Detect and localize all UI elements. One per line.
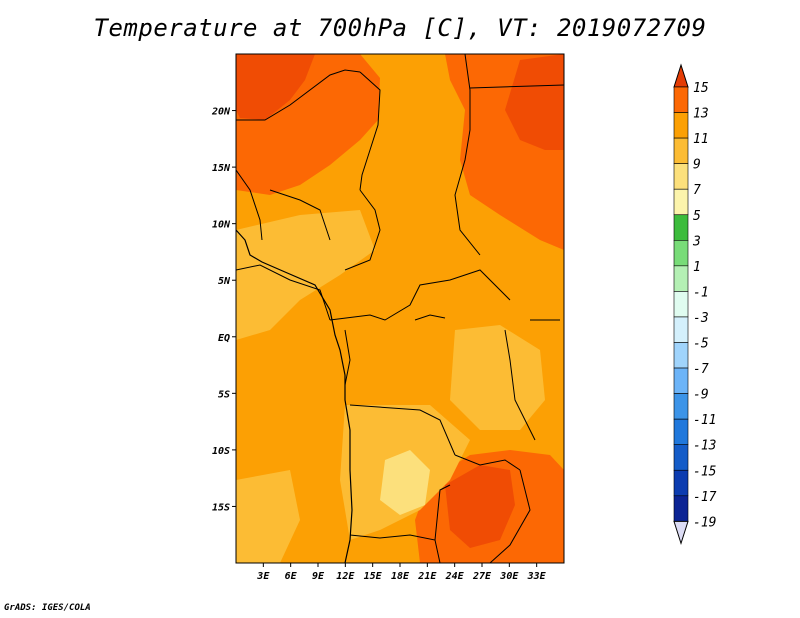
colorbar-label: 3 bbox=[692, 234, 701, 249]
temperature-field bbox=[236, 54, 564, 563]
colorbar-label: -15 bbox=[693, 464, 717, 479]
lon-tick-label: 6E bbox=[285, 571, 298, 582]
colorbar-label: -7 bbox=[693, 362, 709, 377]
colorbar-label: 7 bbox=[693, 183, 701, 198]
axis-ticks: 3E 6E 9E 12E 15E 18E 21E 24E 27E 30E 33E 20N 15N 10N 5… bbox=[211, 107, 547, 582]
field-7c-west bbox=[236, 210, 375, 340]
colorbar-label: 5 bbox=[693, 209, 701, 224]
colorbar-swatch bbox=[673, 444, 689, 471]
field-7c-east bbox=[450, 325, 545, 430]
lon-tick-label: 33E bbox=[527, 571, 547, 582]
colorbar-swatch bbox=[673, 86, 689, 113]
lon-tick-label: 24E bbox=[445, 571, 465, 582]
colorbar-label: 15 bbox=[693, 81, 709, 96]
colorbar-swatch bbox=[673, 367, 689, 394]
colorbar-label: -13 bbox=[693, 439, 716, 454]
colorbar-swatch bbox=[673, 163, 689, 190]
colorbar-swatch bbox=[673, 495, 689, 522]
colorbar-swatch bbox=[673, 469, 689, 497]
lat-tick-label: 15N bbox=[212, 163, 231, 174]
lat-tick-label: 10S bbox=[212, 446, 230, 457]
colorbar-swatch bbox=[673, 112, 689, 139]
colorbar-label: -11 bbox=[693, 413, 716, 428]
colorbar-label: 11 bbox=[693, 132, 709, 147]
country-borders bbox=[236, 54, 564, 563]
colorbar-top-arrow bbox=[673, 63, 689, 88]
colorbar-swatch bbox=[673, 240, 689, 267]
lon-tick-label: 12E bbox=[336, 571, 355, 582]
colorbar-swatch bbox=[673, 418, 689, 445]
colorbar-swatch bbox=[673, 137, 689, 164]
colorbar-swatch bbox=[673, 342, 689, 369]
field-13c-northeast bbox=[505, 54, 564, 150]
colorbar-label: 13 bbox=[693, 107, 709, 122]
colorbar-swatch bbox=[673, 265, 689, 292]
colorbar-label: -3 bbox=[693, 311, 709, 326]
colorbar-label: -9 bbox=[693, 388, 709, 403]
lon-tick-label: 21E bbox=[417, 571, 437, 582]
field-13c-south bbox=[445, 465, 515, 548]
coastline bbox=[236, 229, 353, 563]
colorbar-label: -19 bbox=[693, 515, 716, 530]
credit-text: GrADS: IGES/COLA bbox=[4, 603, 91, 613]
colorbar-swatch bbox=[673, 214, 689, 241]
lon-tick-label: 30E bbox=[499, 571, 519, 582]
lon-tick-label: 18E bbox=[391, 571, 410, 582]
field-5c-patch bbox=[380, 450, 430, 515]
lat-tick-label: 5N bbox=[218, 276, 231, 287]
colorbar-legend: 15 13 11 9 7 5 3 1 -1 -3 -5 -7 -9 -11 -13 -15 -17 -19 bbox=[673, 63, 717, 545]
colorbar-label: -17 bbox=[693, 490, 717, 505]
chart-title: Temperature at 700hPa [C], VT: 201907270… bbox=[93, 14, 707, 42]
colorbar-swatch bbox=[673, 291, 689, 318]
lon-tick-label: 27E bbox=[472, 571, 492, 582]
lon-tick-label: 3E bbox=[256, 571, 270, 582]
colorbar-swatch bbox=[673, 393, 689, 420]
field-13c-northwest bbox=[236, 54, 315, 120]
lat-tick-label: 20N bbox=[211, 107, 231, 118]
field-7c-coast bbox=[236, 470, 300, 563]
colorbar-swatch bbox=[673, 316, 689, 343]
lat-tick-label: 5S bbox=[218, 389, 230, 400]
colorbar-swatch bbox=[673, 188, 689, 216]
lon-tick-label: 15E bbox=[364, 571, 383, 582]
colorbar-bottom-arrow bbox=[673, 520, 689, 545]
lon-tick-label: 9E bbox=[312, 571, 325, 582]
colorbar-label: 1 bbox=[693, 260, 701, 275]
lat-tick-label: 10N bbox=[212, 220, 231, 231]
lat-tick-label: 15S bbox=[212, 502, 230, 513]
colorbar-label: -5 bbox=[693, 337, 709, 352]
colorbar-label: -1 bbox=[693, 285, 709, 300]
colorbar-label: 9 bbox=[693, 158, 701, 173]
lat-tick-label: EQ bbox=[218, 333, 230, 344]
